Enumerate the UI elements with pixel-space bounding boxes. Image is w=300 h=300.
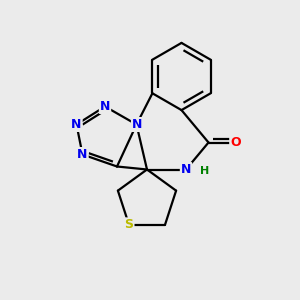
Text: N: N	[71, 118, 82, 131]
Text: N: N	[181, 163, 191, 176]
Text: N: N	[100, 100, 110, 113]
Text: S: S	[124, 218, 134, 231]
Text: H: H	[200, 166, 209, 176]
Text: N: N	[132, 118, 142, 131]
Text: O: O	[230, 136, 241, 149]
Text: N: N	[77, 148, 88, 161]
